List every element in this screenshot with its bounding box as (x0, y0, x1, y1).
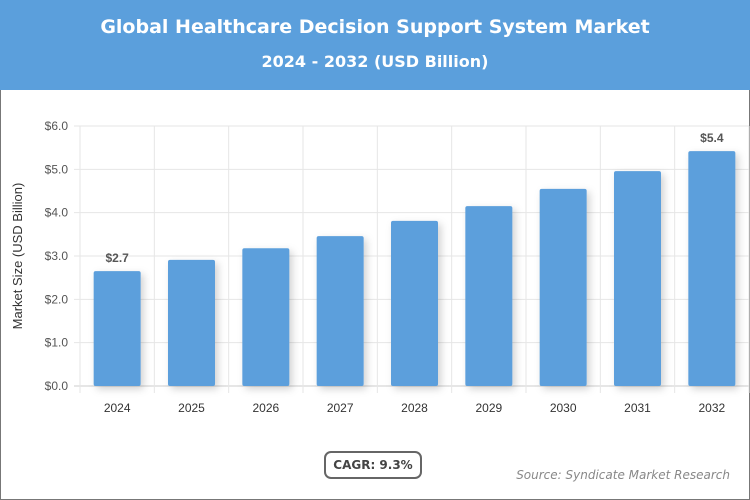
y-tick-label: $6.0 (45, 119, 69, 133)
x-tick-label: 2028 (401, 401, 428, 415)
x-tick-label: 2031 (624, 401, 651, 415)
y-tick-label: $0.0 (45, 379, 69, 393)
y-tick-label: $4.0 (45, 206, 69, 220)
data-label: $5.4 (700, 131, 724, 145)
x-tick-label: 2026 (252, 401, 279, 415)
chart-title: Global Healthcare Decision Support Syste… (100, 16, 650, 38)
x-tick-label: 2032 (698, 401, 725, 415)
bar-2029 (465, 206, 513, 386)
y-tick-label: $2.0 (45, 292, 69, 306)
x-tick-label: 2027 (327, 401, 354, 415)
chart-subtitle: 2024 - 2032 (USD Billion) (261, 52, 489, 71)
bar-2026 (242, 248, 290, 386)
y-axis-label: Market Size (USD Billion) (10, 183, 25, 330)
cagr-badge: CAGR: 9.3% (324, 451, 422, 479)
source-note: Source: Syndicate Market Research (516, 468, 730, 482)
x-tick-label: 2025 (178, 401, 205, 415)
x-tick-label: 2029 (475, 401, 502, 415)
bar-2024 (93, 271, 141, 386)
data-label: $2.7 (105, 251, 129, 265)
bar-2025 (168, 259, 215, 386)
x-tick-label: 2024 (104, 401, 131, 415)
bar-2032 (688, 151, 736, 386)
bar-2030 (539, 188, 587, 386)
y-tick-label: $3.0 (45, 249, 69, 263)
chart-header: Global Healthcare Decision Support Syste… (0, 0, 750, 90)
y-tick-label: $1.0 (45, 336, 69, 350)
bar-2031 (614, 171, 661, 386)
y-tick-label: $5.0 (45, 162, 69, 176)
bar-2027 (316, 236, 364, 386)
bar-2028 (391, 220, 438, 386)
x-tick-label: 2030 (550, 401, 577, 415)
